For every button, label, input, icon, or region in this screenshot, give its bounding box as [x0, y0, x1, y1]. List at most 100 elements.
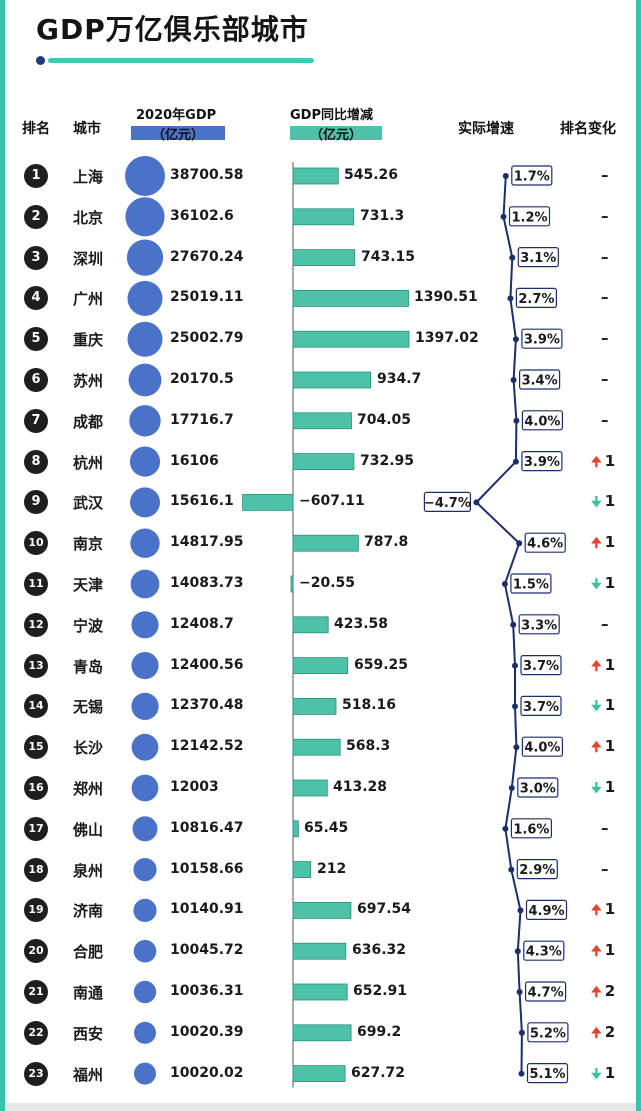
- title-underline: [48, 58, 314, 63]
- increase-value-label: 518.16: [342, 697, 397, 714]
- growth-value-label: 5.2%: [530, 1026, 566, 1041]
- growth-value-label: 4.0%: [524, 741, 560, 756]
- growth-value-label: 3.3%: [521, 618, 557, 633]
- growth-point: [512, 703, 518, 710]
- growth-callout-box: [508, 206, 551, 227]
- rank-change-indicator: –: [598, 819, 609, 837]
- city-name: 天津: [73, 576, 104, 594]
- gdp-bubble: [125, 197, 165, 237]
- header-increase: GDP同比增减: [290, 108, 373, 123]
- increase-bar: [292, 657, 349, 674]
- rank-change-indicator: 🠉 1: [591, 737, 615, 760]
- growth-value-label: 3.4%: [522, 374, 558, 389]
- increase-value-label: 787.8: [364, 534, 409, 551]
- growth-point: [512, 458, 519, 465]
- gdp-value-label: 16106: [170, 452, 219, 469]
- gdp-bubble: [127, 321, 163, 357]
- increase-value-label: 413.28: [333, 779, 388, 795]
- growth-value-label: −4.7%: [424, 496, 471, 511]
- rank-change-value: –: [601, 206, 609, 225]
- growth-value-label: 4.3%: [526, 945, 562, 960]
- rank-change-value: 1: [604, 533, 616, 552]
- rank-change-value: 2: [604, 1022, 616, 1041]
- gdp-bubble: [130, 528, 160, 558]
- growth-point: [513, 744, 520, 751]
- rank-change-indicator: 🠋 1: [591, 1064, 615, 1087]
- city-name: 上海: [73, 168, 104, 186]
- growth-value-label: 3.9%: [524, 333, 560, 348]
- city-name: 杭州: [73, 453, 104, 472]
- gdp-bubble: [131, 611, 159, 639]
- growth-point: [509, 254, 516, 261]
- growth-callout-box: [523, 940, 565, 961]
- right-border: [636, 0, 641, 1111]
- rank-change-indicator: –: [598, 860, 609, 878]
- rank-change-indicator: 🠉 1: [591, 656, 615, 679]
- rank-badge: 20: [24, 939, 48, 964]
- growth-value-label: 2.7%: [518, 292, 554, 307]
- rank-change-value: –: [601, 614, 609, 633]
- gdp-bubble: [129, 405, 161, 437]
- city-name: 南通: [73, 984, 104, 1002]
- increase-value-label: 65.45: [304, 819, 349, 836]
- gdp-value-label: 12003: [170, 779, 219, 795]
- rank-change-indicator: 🠉 1: [591, 452, 615, 475]
- gdp-value-label: 17716.7: [170, 411, 234, 428]
- header-increase-unit: （亿元）: [309, 128, 362, 143]
- rank-change-indicator: 🠉 1: [591, 941, 615, 964]
- growth-value-label: 3.7%: [523, 700, 559, 715]
- growth-value-label: 4.6%: [527, 537, 563, 552]
- increase-bar: [292, 412, 352, 430]
- rank-badge: 12: [24, 612, 48, 637]
- city-name: 长沙: [73, 739, 104, 758]
- growth-point: [516, 540, 523, 547]
- header-city: 城市: [73, 121, 101, 137]
- growth-point: [473, 499, 480, 506]
- gdp-bubble: [133, 858, 157, 882]
- city-name: 成都: [73, 412, 104, 431]
- rank-change-indicator: 🠉 2: [591, 982, 615, 1005]
- growth-point: [512, 662, 518, 669]
- growth-callout-box: [521, 451, 563, 472]
- gdp-value-label: 14083.73: [170, 575, 244, 591]
- gdp-bubble: [134, 1021, 156, 1044]
- city-name: 北京: [73, 208, 104, 227]
- increase-bar: [292, 983, 348, 1001]
- gdp-value-label: 20170.5: [170, 371, 234, 387]
- growth-value-label: 3.0%: [520, 782, 556, 797]
- growth-value-label: 1.6%: [513, 822, 549, 837]
- gdp-bubble: [130, 569, 160, 599]
- rank-badge: 6: [24, 368, 48, 392]
- growth-point: [516, 989, 523, 995]
- increase-value-label: 568.3: [346, 738, 391, 755]
- arrow-down-icon: 🠋: [591, 781, 602, 796]
- rank-change-value: –: [601, 818, 609, 837]
- increase-bar: [292, 779, 328, 797]
- growth-callout-box: [520, 695, 562, 717]
- rank-change-value: 1: [604, 941, 616, 960]
- rank-change-value: –: [601, 166, 609, 184]
- growth-callout-box: [516, 858, 558, 880]
- header-gdp: 2020年GDP: [136, 108, 217, 123]
- growth-value-label: 3.7%: [523, 659, 559, 674]
- rank-badge: 7: [24, 408, 48, 433]
- rank-change-value: –: [601, 288, 609, 307]
- rank-badge: 8: [24, 449, 48, 474]
- growth-callout-box: [526, 1062, 569, 1084]
- city-name: 济南: [73, 902, 104, 921]
- growth-callout-box: [524, 532, 566, 553]
- growth-callout-box: [518, 614, 560, 635]
- arrow-up-icon: 🠉: [591, 903, 602, 919]
- growth-callout-box: [517, 777, 559, 798]
- gdp-value-label: 25002.79: [170, 330, 244, 347]
- increase-bar: [292, 534, 359, 552]
- growth-value-label: 2.9%: [519, 863, 555, 878]
- rank-change-value: –: [601, 247, 609, 266]
- gdp-value-label: 12142.52: [170, 738, 244, 755]
- rank-change-indicator: 🠋 1: [591, 778, 615, 801]
- rank-badge: 22: [24, 1020, 48, 1045]
- city-name: 青岛: [73, 657, 104, 676]
- increase-value-label: 545.26: [344, 167, 399, 183]
- city-name: 佛山: [73, 820, 104, 839]
- bottom-band: [5, 1103, 636, 1111]
